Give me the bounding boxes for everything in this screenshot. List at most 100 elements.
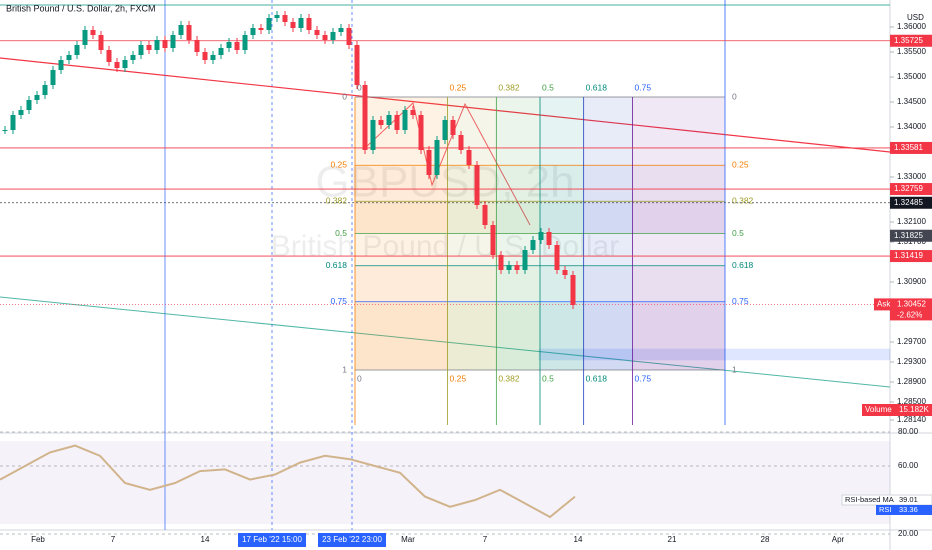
candle — [186, 25, 192, 40]
candle — [242, 35, 248, 50]
rsi-tag — [876, 505, 932, 515]
candle — [538, 232, 544, 240]
candle — [418, 115, 424, 150]
rsi-ma-label: RSI-based MA — [845, 495, 894, 504]
time-highlight — [238, 533, 306, 547]
price-tag — [890, 229, 932, 242]
fib-time-label: 0.75 — [635, 373, 652, 383]
candle — [546, 232, 552, 245]
fib-cell — [447, 233, 497, 266]
fib-level-label: 0.382 — [326, 196, 348, 206]
fib-time-label: 0 — [357, 82, 362, 92]
candle — [490, 225, 496, 255]
candle — [90, 30, 96, 35]
fib-cell — [583, 165, 633, 202]
rsi-ma-line — [0, 444, 576, 519]
price-tick-label: 1.35000 — [897, 72, 926, 81]
candle — [442, 120, 448, 140]
price-tag-label: 1.31825 — [894, 231, 923, 240]
change-label: -2.62% — [897, 311, 922, 320]
fib-cell — [540, 265, 584, 302]
candle — [26, 100, 32, 110]
candle — [274, 15, 280, 18]
fib-level-label: 0 — [732, 91, 737, 101]
candle — [2, 130, 8, 131]
candle — [314, 30, 320, 35]
candle — [18, 110, 24, 115]
candle — [34, 95, 40, 100]
fib-cell — [583, 301, 633, 370]
time-highlight — [318, 533, 386, 547]
fib-cell — [496, 165, 540, 202]
price-tick-label: 1.28500 — [897, 397, 926, 406]
fib-cell — [447, 201, 497, 234]
fib-level-label: 0.75 — [732, 296, 749, 306]
price-tick-label: 1.35500 — [897, 47, 926, 56]
watermark-name: British Pound / U.S. Dollar — [271, 230, 619, 263]
watermark-symbol: GBPUSD, 2h — [315, 158, 574, 207]
fib-cell — [496, 265, 540, 302]
candle — [562, 270, 568, 275]
candle — [474, 165, 480, 205]
candle — [346, 28, 352, 45]
ask-tag — [874, 298, 932, 311]
price-tick-label: 1.29300 — [897, 357, 926, 366]
candle — [466, 150, 472, 165]
fib-level-label: 0.5 — [335, 228, 347, 238]
candle — [266, 18, 272, 30]
candle — [250, 28, 256, 35]
price-tick-label: 1.36000 — [897, 22, 926, 31]
candle — [386, 115, 392, 125]
candle — [154, 40, 160, 50]
trend-line — [0, 57, 891, 153]
price-tag-label: 1.33581 — [894, 143, 923, 152]
fib-cell — [447, 165, 497, 202]
price-tick-label: 1.30900 — [897, 277, 926, 286]
fib-cell — [447, 301, 497, 370]
candle — [322, 35, 328, 40]
candle — [74, 45, 80, 55]
fib-time-label: 0.75 — [635, 82, 652, 92]
fib-cell — [540, 301, 584, 370]
candle — [306, 18, 312, 30]
candle — [290, 22, 296, 28]
candle — [354, 45, 360, 85]
candle — [234, 42, 240, 50]
candle — [514, 265, 520, 270]
price-tag-label: 1.32485 — [894, 198, 923, 207]
time-label: Mar — [401, 535, 415, 544]
fib-time-label: 0.25 — [450, 82, 467, 92]
volume-tag — [862, 404, 932, 416]
fib-level-label: 0.618 — [732, 260, 754, 270]
price-tag-label: 1.35725 — [894, 36, 923, 45]
price-tag — [890, 183, 932, 196]
time-label: 7 — [111, 535, 116, 544]
rsi-tick-label: 80.00 — [898, 427, 919, 436]
fib-cell — [583, 265, 633, 302]
candle — [426, 150, 432, 175]
fib-cell — [632, 97, 725, 166]
fib-cell — [632, 233, 725, 266]
ask-label: Ask — [877, 300, 891, 309]
price-tick-label: 1.34000 — [897, 122, 926, 131]
fib-cell — [583, 201, 633, 234]
candle — [162, 40, 168, 48]
fib-cell — [447, 97, 497, 166]
candle — [410, 110, 416, 115]
candle — [330, 32, 336, 40]
fib-level-label: 1 — [342, 364, 347, 374]
fib-cell — [583, 97, 633, 166]
candle — [130, 55, 136, 60]
drawings — [0, 0, 891, 530]
range-box — [538, 348, 891, 361]
fib-time-label: 0.618 — [586, 82, 608, 92]
fib-cell — [496, 97, 540, 166]
time-label: 7 — [483, 535, 488, 544]
trend-line — [0, 296, 891, 388]
fib-cell — [496, 201, 540, 234]
currency: USD — [907, 13, 924, 22]
price-tick-label: 1.28900 — [897, 377, 926, 386]
candle — [362, 85, 368, 150]
fib-cell — [540, 201, 584, 234]
fib-time-label: 0.5 — [542, 82, 554, 92]
